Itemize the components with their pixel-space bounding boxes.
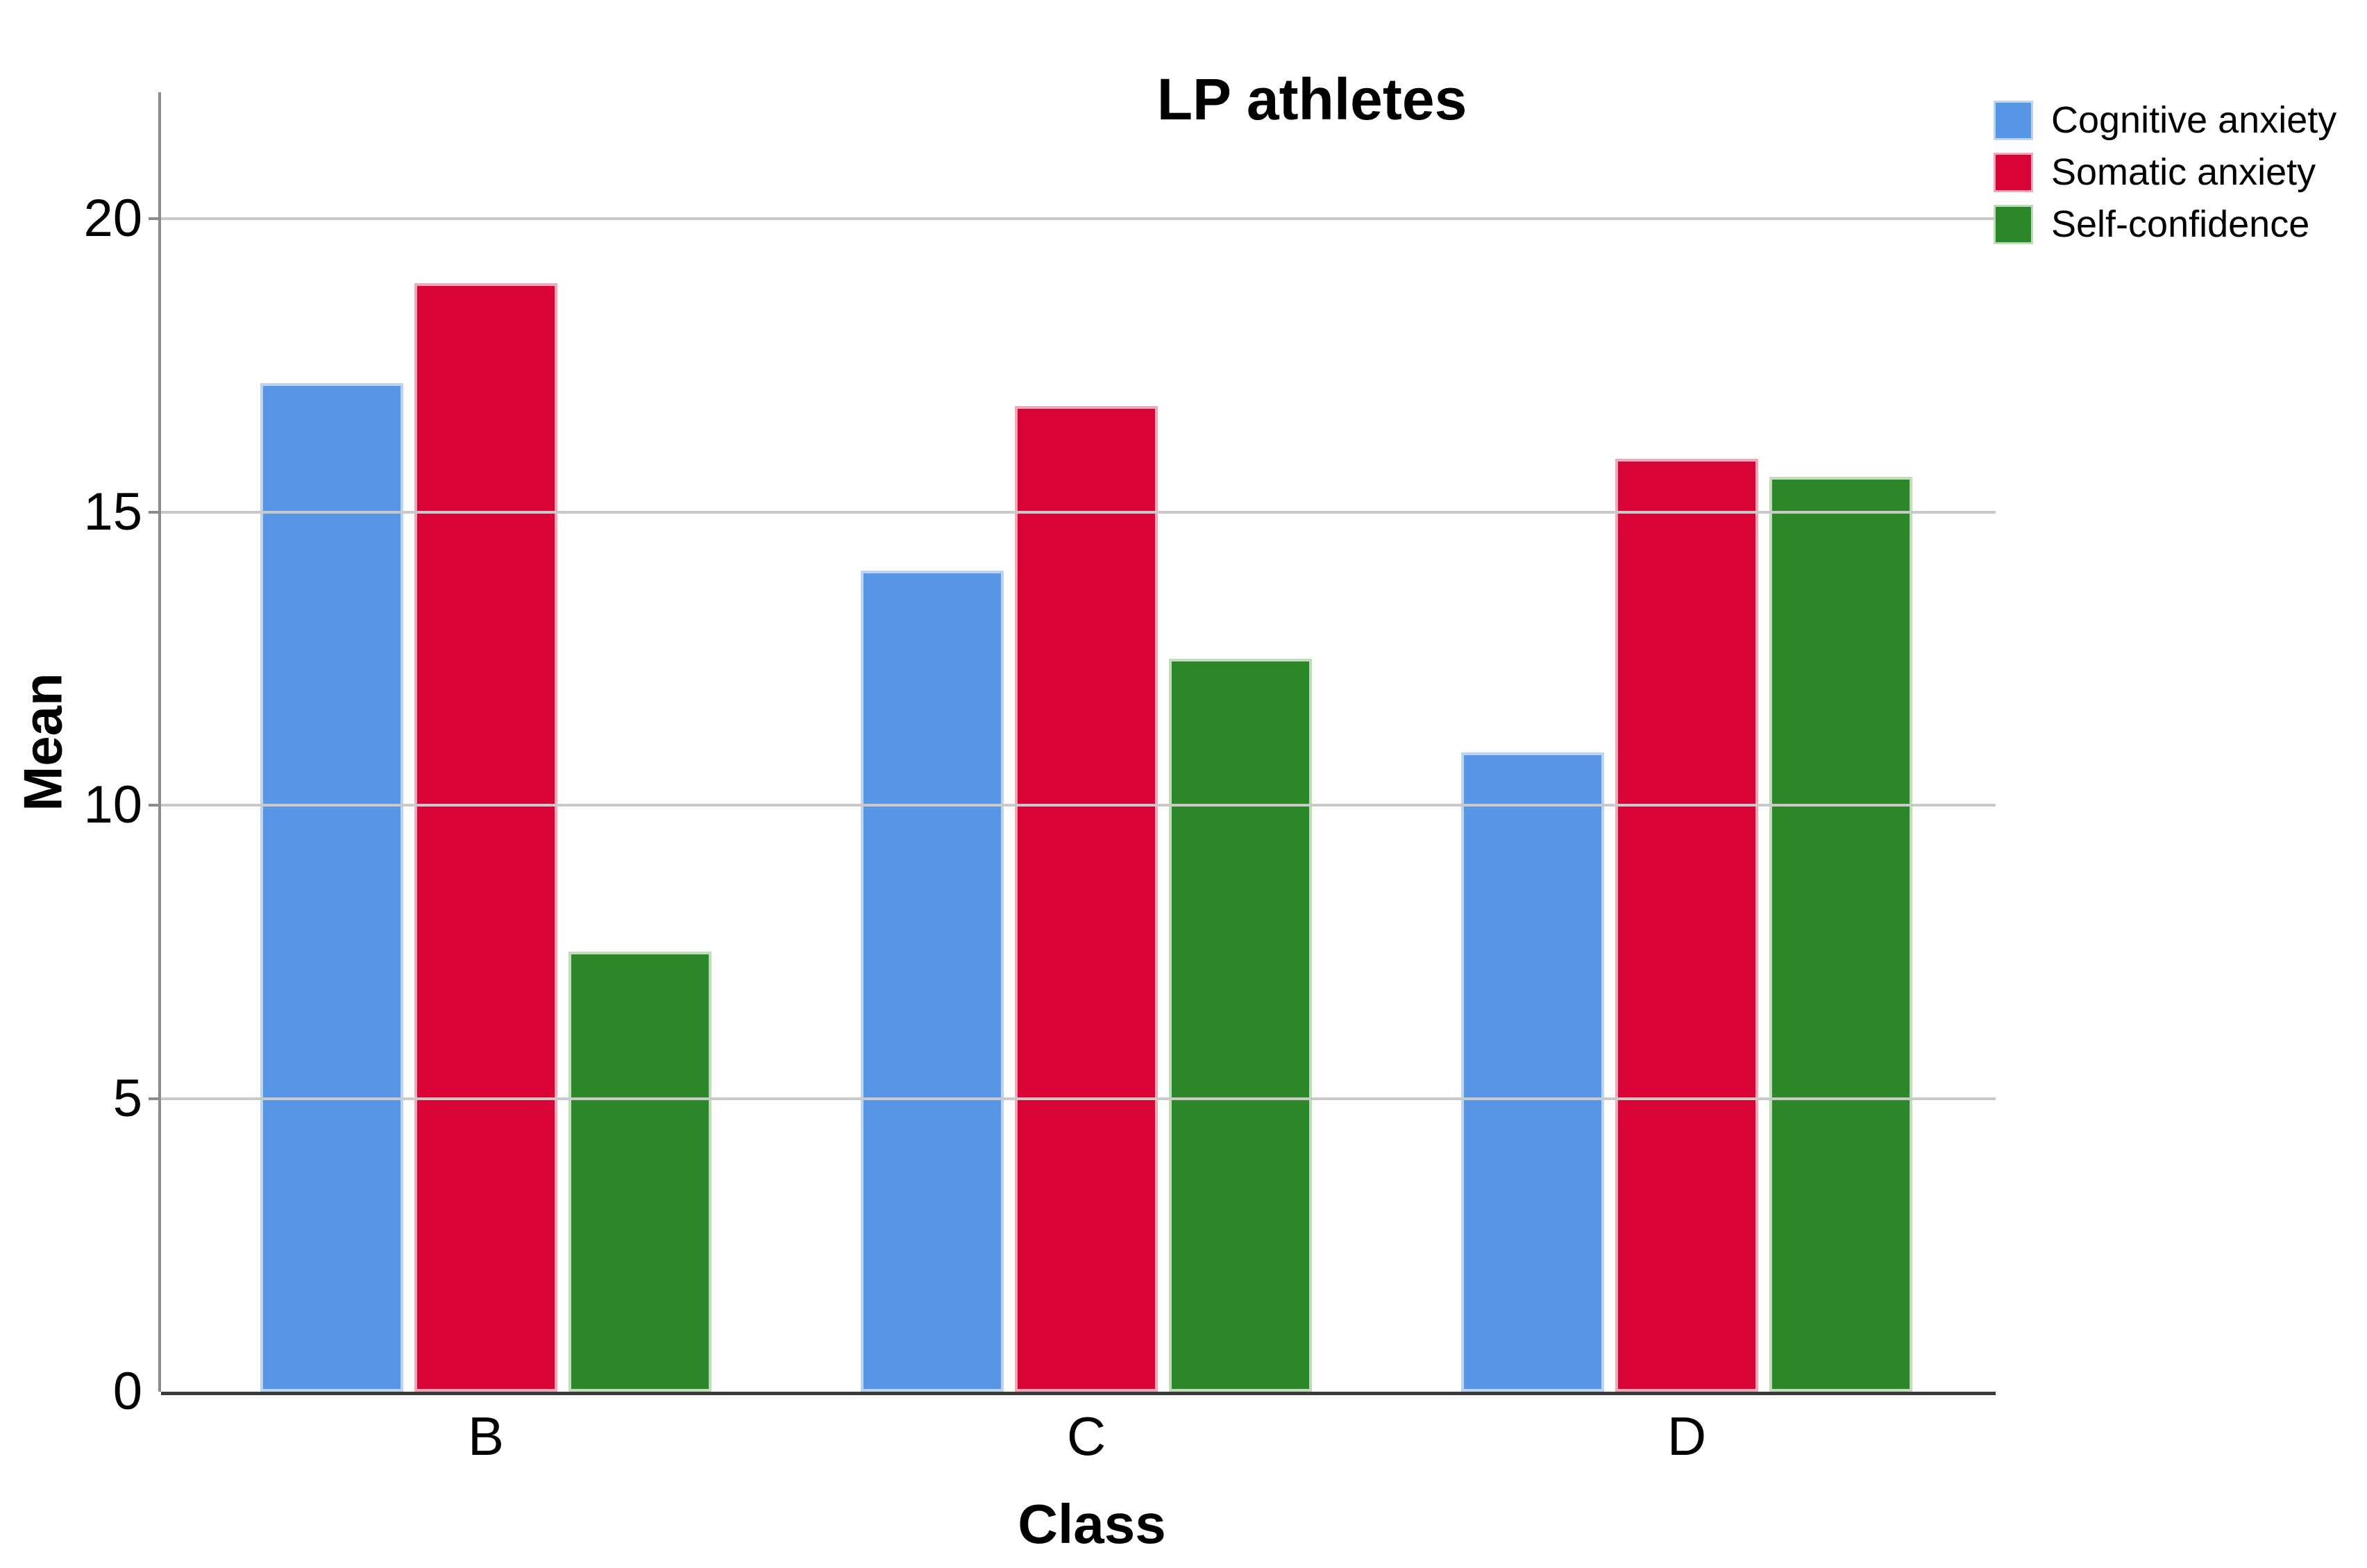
gridline-y-15 [161,510,1996,514]
x-axis-title: Class [1018,1493,1166,1555]
y-tick-label-5: 5 [112,1068,142,1128]
gridline-y-10 [161,804,1996,807]
bar-B-self-confidence [568,952,711,1392]
x-axis-line [161,1392,1996,1395]
x-category-label-B: B [467,1406,505,1467]
legend-swatch-icon [1994,153,2033,192]
x-category-label-D: D [1667,1406,1707,1467]
legend-label: Cognitive anxiety [2051,99,2337,141]
legend: Cognitive anxiety Somatic anxiety Self-con… [1994,101,2336,257]
bar-D-cognitive-anxiety [1461,752,1604,1392]
bar-C-somatic-anxiety [1015,406,1158,1392]
legend-item-somatic-anxiety: Somatic anxiety [1994,153,2336,192]
legend-label: Self-confidence [2051,203,2310,245]
bar-D-self-confidence [1769,477,1912,1392]
gridline-y-20 [161,217,1996,220]
gridline-y-5 [161,1097,1996,1100]
bar-B-cognitive-anxiety [260,383,403,1392]
legend-label: Somatic anxiety [2051,151,2316,193]
x-category-label-C: C [1066,1406,1106,1467]
chart-title: LP athletes [1156,67,1467,132]
y-tick-mark-15 [149,510,161,514]
legend-item-cognitive-anxiety: Cognitive anxiety [1994,101,2336,140]
bar-C-self-confidence [1169,659,1312,1392]
legend-swatch-icon [1994,101,2033,140]
y-tick-mark-10 [149,804,161,807]
y-tick-label-20: 20 [83,189,142,248]
y-tick-label-10: 10 [83,775,142,834]
y-tick-mark-20 [149,217,161,220]
legend-swatch-icon [1994,205,2033,244]
bar-D-somatic-anxiety [1615,459,1758,1392]
y-tick-mark-5 [149,1097,161,1100]
y-tick-label-15: 15 [83,482,142,541]
bar-B-somatic-anxiety [414,283,557,1392]
y-tick-label-0: 0 [112,1362,142,1421]
legend-item-self-confidence: Self-confidence [1994,205,2336,244]
bar-C-cognitive-anxiety [861,571,1004,1392]
y-axis-line [158,92,161,1392]
